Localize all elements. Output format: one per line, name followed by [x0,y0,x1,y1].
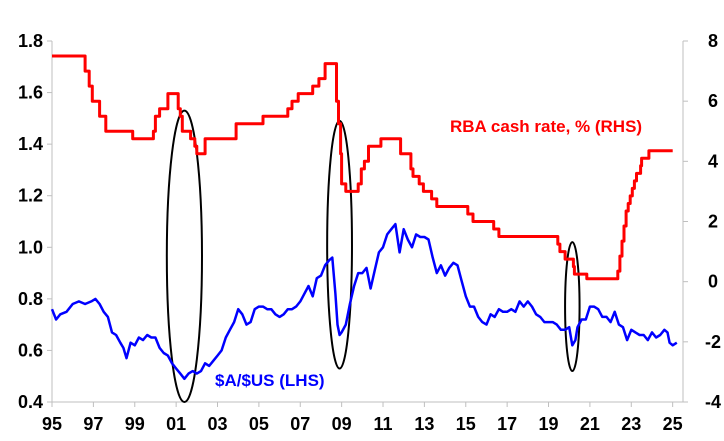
x-tick-label: 05 [249,414,269,434]
y-right-tick-label: -2 [705,332,721,352]
y-left-tick-label: 1.2 [18,186,43,206]
series-label-rba-cash-rate: RBA cash rate, % (RHS) [450,117,642,136]
x-tick-label: 01 [166,414,186,434]
y-right-tick-label: 4 [708,151,718,171]
x-tick-label: 25 [663,414,683,434]
y-left-tick-label: 1.4 [18,134,43,154]
x-tick-label: 23 [621,414,641,434]
x-tick-label: 97 [83,414,103,434]
x-tick-label: 13 [414,414,434,434]
y-left-tick-label: 0.6 [18,340,43,360]
annotation-ellipses [165,109,581,403]
y-left-tick-label: 1.8 [18,31,43,51]
y-left-tick-label: 1.0 [18,237,43,257]
x-tick-label: 95 [42,414,62,434]
x-tick-label: 07 [290,414,310,434]
annotation-ellipse [564,241,581,373]
y-right-tick-label: 6 [708,91,718,111]
y-left-tick-label: 0.8 [18,289,43,309]
x-tick-label: 99 [125,414,145,434]
x-tick-label: 09 [332,414,352,434]
x-tick-label: 17 [497,414,517,434]
annotation-ellipse [165,109,203,403]
y-right-tick-label: 0 [708,272,718,292]
y-right-tick-label: 2 [708,212,718,232]
x-tick-label: 21 [580,414,600,434]
y-axis-left: 0.4 0.6 0.8 1.0 1.2 1.4 1.6 1.8 [18,31,53,412]
series-line-aud-usd [50,222,678,381]
series-line-rba-cash-rate [52,54,673,281]
x-axis: 95 97 99 01 03 05 07 09 11 13 15 17 19 21 23 25 [42,401,683,434]
x-tick-label: 19 [539,414,559,434]
y-left-tick-label: 0.4 [18,392,43,412]
y-axis-right: -4 -2 0 2 4 6 8 [682,31,721,412]
x-tick-label: 11 [374,414,393,434]
series-label-aud-usd: $A/$US (LHS) [215,371,325,390]
x-tick-label: 03 [207,414,227,434]
y-left-tick-label: 1.6 [18,83,43,103]
y-right-tick-label: -4 [705,392,721,412]
x-tick-label: 15 [456,414,476,434]
y-right-tick-label: 8 [708,31,718,51]
